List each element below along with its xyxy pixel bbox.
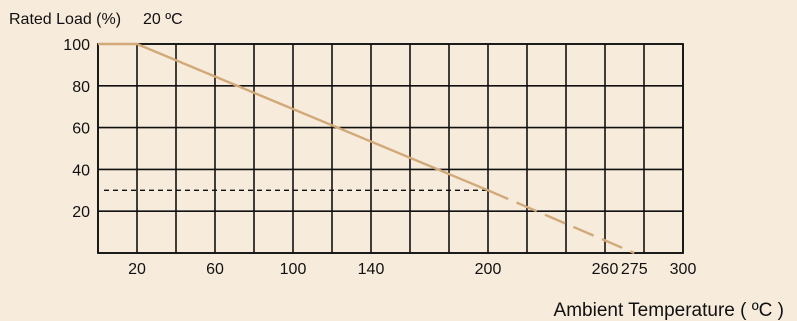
plot-frame bbox=[97, 43, 684, 254]
x-tick-label: 275 bbox=[621, 261, 648, 278]
y-tick-label: 100 bbox=[63, 37, 90, 54]
y-axis-label: Rated Load (%) bbox=[9, 11, 121, 28]
x-tick-label: 200 bbox=[475, 261, 502, 278]
y-tick-label: 20 bbox=[72, 204, 90, 221]
x-axis-label: Ambient Temperature ( ºC ) bbox=[554, 300, 784, 321]
tick-labels: 20 60 100 140 200 260 275 300 20 40 60 80 100 bbox=[63, 37, 696, 278]
x-tick-label: 20 bbox=[128, 261, 146, 278]
x-tick-label: 60 bbox=[206, 261, 224, 278]
y-tick-label: 40 bbox=[72, 162, 90, 179]
series-line-dashed bbox=[487, 189, 635, 255]
x-tick-label: 140 bbox=[358, 261, 385, 278]
y-tick-label: 60 bbox=[72, 121, 90, 138]
temperature-annotation: 20 ºC bbox=[143, 11, 183, 28]
grid bbox=[97, 43, 684, 254]
x-tick-label: 100 bbox=[280, 261, 307, 278]
series-group bbox=[98, 42, 635, 255]
y-tick-label: 80 bbox=[72, 79, 90, 96]
x-tick-label: 260 bbox=[592, 261, 619, 278]
x-tick-label: 300 bbox=[670, 261, 697, 278]
series-line-solid bbox=[98, 42, 489, 192]
